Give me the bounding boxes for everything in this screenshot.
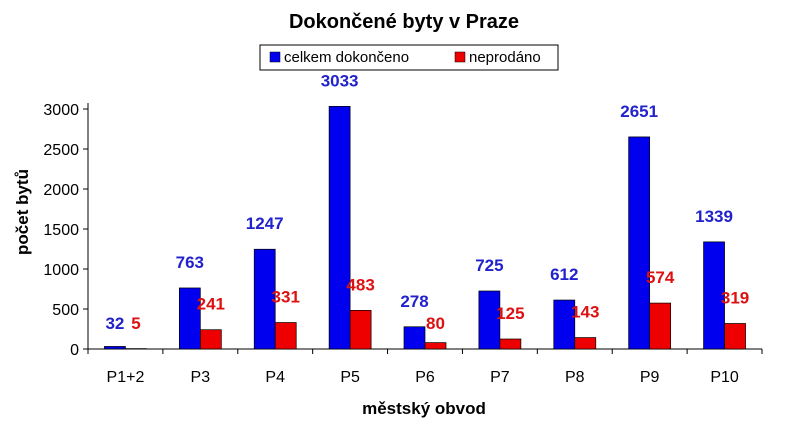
- y-tick-label: 3000: [43, 102, 79, 119]
- data-label-unsold: 143: [571, 303, 599, 322]
- x-tick-label: P9: [640, 369, 660, 386]
- legend-swatch-unsold: [454, 51, 466, 63]
- x-tick-label: P8: [565, 369, 585, 386]
- bar-unsold: [499, 338, 522, 350]
- y-tick-label: 0: [70, 342, 79, 359]
- y-tick-label: 1000: [43, 262, 79, 279]
- bar-total: [403, 326, 426, 350]
- x-tick-label: P10: [710, 369, 739, 386]
- y-tick-label: 2000: [43, 182, 79, 199]
- bar-unsold: [574, 337, 597, 350]
- data-label-total: 612: [550, 265, 578, 284]
- bar-total: [328, 106, 351, 350]
- legend-swatch-total: [269, 51, 281, 63]
- x-tick-label: P7: [490, 369, 510, 386]
- bar-total: [253, 248, 276, 350]
- legend-label-total: celkem dokončeno: [284, 49, 409, 66]
- bar-total: [703, 241, 725, 350]
- y-tick-label: 1500: [43, 222, 79, 239]
- x-tick-label: P1+2: [107, 369, 145, 386]
- x-axis-label: městský obvod: [362, 399, 486, 418]
- bar-total: [104, 346, 126, 350]
- x-tick-label: P6: [415, 369, 435, 386]
- data-label-unsold: 125: [496, 304, 524, 323]
- bar-unsold: [199, 329, 222, 350]
- data-label-total: 3033: [321, 71, 359, 90]
- bar-total: [628, 136, 651, 350]
- y-tick-label: 500: [52, 302, 79, 319]
- bar-total: [553, 299, 576, 350]
- x-tick-label: P4: [265, 369, 285, 386]
- bar-unsold: [649, 302, 672, 350]
- y-axis-label: počet bytů: [13, 169, 32, 255]
- data-label-total: 763: [176, 253, 204, 272]
- chart-title: Dokončené byty v Praze: [289, 11, 519, 33]
- legend: celkem dokončeno neprodáno: [259, 44, 559, 71]
- bar-unsold: [349, 310, 372, 350]
- data-label-unsold: 331: [272, 288, 300, 307]
- x-tick-label: P3: [191, 369, 211, 386]
- bar-unsold: [274, 322, 297, 350]
- data-label-unsold: 241: [197, 295, 225, 314]
- data-label-unsold: 80: [426, 314, 445, 333]
- bars: [104, 106, 746, 350]
- bar-total: [178, 287, 201, 350]
- bar-unsold: [424, 342, 447, 350]
- data-label-unsold: 574: [646, 268, 675, 287]
- data-label-unsold: 483: [346, 275, 374, 294]
- data-labels: 32 763 1247 3033 278 725 612 2651 1339 5 241 331 483…: [105, 71, 749, 333]
- bar-total: [478, 290, 501, 350]
- legend-box: [259, 44, 559, 71]
- data-label-total: 2651: [620, 102, 658, 121]
- data-label-total: 725: [475, 256, 503, 275]
- data-label-unsold: 5: [131, 314, 140, 333]
- legend-label-unsold: neprodáno: [469, 49, 541, 66]
- x-tick-label: P5: [340, 369, 360, 386]
- y-tick-label: 2500: [43, 142, 79, 159]
- data-label-total: 32: [105, 314, 124, 333]
- bar-unsold: [724, 323, 746, 350]
- data-label-total: 1339: [695, 207, 733, 226]
- data-label-total: 278: [400, 292, 428, 311]
- data-label-unsold: 319: [721, 288, 749, 307]
- bar-unsold: [125, 348, 147, 350]
- data-label-total: 1247: [246, 214, 284, 233]
